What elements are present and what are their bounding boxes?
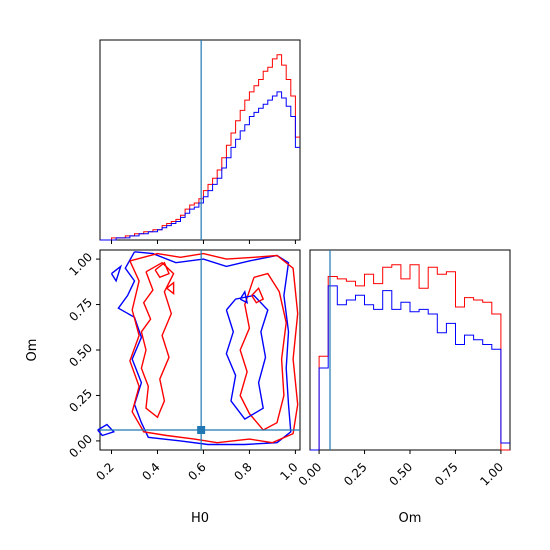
contour-red-blob-1 — [166, 281, 175, 296]
contour-H0-Om-panel: 0.2 0.4 0.6 0.8 1.00.000.250.500.751.00 — [66, 249, 301, 483]
hist-Om-series-blue — [310, 285, 510, 451]
contour-ytick-label: 0.00 — [66, 432, 95, 461]
hist-Om-xtick-label: 0.75 — [432, 460, 461, 489]
hist-H0-panel — [99, 39, 301, 244]
x-axis-label-Om: Om — [399, 511, 422, 526]
contour-blue-outer — [117, 251, 292, 446]
hist-Om-panel: 0.00 0.25 0.50 0.75 1.00 — [296, 249, 511, 489]
hist-Om-series-red — [310, 264, 510, 451]
contour-xtick-label: 0.6 — [185, 460, 208, 483]
hist-Om-frame — [309, 249, 511, 451]
contour-xtick-label: 0.8 — [231, 460, 254, 483]
contour-red-blob-2 — [154, 261, 170, 279]
contour-frame — [99, 249, 301, 451]
contour-red-outer — [129, 252, 299, 444]
hist-Om-xtick-label: 1.00 — [477, 460, 506, 489]
contour-red-left — [140, 261, 175, 419]
hist-H0-series-red — [100, 54, 300, 241]
contour-xtick-label: 0.2 — [93, 460, 116, 483]
contour-blue-blob-1 — [110, 264, 123, 283]
contour-ytick-label: 0.50 — [66, 341, 95, 370]
contour-ytick-label: 0.25 — [66, 386, 95, 415]
hist-Om-xtick-label: 0.25 — [341, 460, 370, 489]
contour-truth-marker — [197, 426, 206, 434]
contour-red-blob-3 — [251, 286, 265, 304]
contour-ytick-label: 0.75 — [66, 295, 95, 324]
hist-Om-xtick-label: 0.50 — [387, 460, 416, 489]
contour-blue-inner — [225, 294, 269, 421]
contour-blue-blob-3 — [239, 289, 249, 305]
y-axis-label-Om: Om — [25, 339, 40, 362]
contour-ytick-label: 1.00 — [66, 250, 95, 279]
contour-xtick-label: 0.4 — [139, 460, 162, 483]
hist-Om-xtick-label: 0.00 — [296, 460, 325, 489]
contour-blue-blob-2 — [97, 423, 116, 437]
hist-H0-series-blue — [100, 91, 300, 241]
x-axis-label-H0: H0 — [191, 511, 209, 526]
hist-H0-frame — [99, 39, 301, 241]
